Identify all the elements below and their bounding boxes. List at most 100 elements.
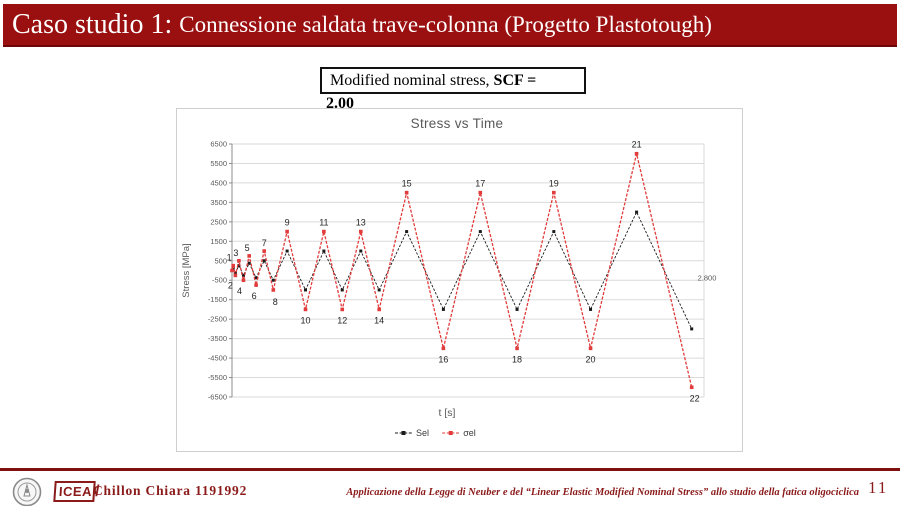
footer-author: Chillon Chiara 1191992 <box>93 483 248 498</box>
data-point-marker <box>515 346 519 351</box>
data-point-marker <box>634 151 639 156</box>
point-label: 8 <box>273 297 278 307</box>
x-tick-label: 2.800 <box>698 274 717 283</box>
stress-chart-svg: 6500 5500 4500 3500 2500 1500 500 -500 -1500 -250… <box>181 140 717 439</box>
point-label: 14 <box>374 315 384 325</box>
data-point-marker <box>285 249 289 253</box>
y-tick-label: 2500 <box>210 217 227 226</box>
slide-title-prefix: Caso studio 1: <box>12 8 180 40</box>
y-tick-label: -3500 <box>208 334 227 343</box>
data-point-marker <box>359 249 363 253</box>
point-label: 1 <box>227 253 232 263</box>
footer-thesis-title: Applicazione della Legge di Neuber e del… <box>346 487 859 498</box>
scf-annotation-text: Modified nominal stress, <box>330 72 494 89</box>
data-point-marker <box>441 346 446 351</box>
data-point-marker <box>271 278 275 282</box>
data-point-marker <box>237 258 241 263</box>
data-point-marker <box>635 210 639 214</box>
slide-title-bar: Caso studio 1: Connessione saldata trave… <box>3 4 897 47</box>
data-point-marker <box>478 190 483 195</box>
point-label: 11 <box>319 218 328 228</box>
point-label: 18 <box>512 354 522 364</box>
point-label: 3 <box>233 248 238 258</box>
data-point-marker <box>230 268 234 273</box>
y-tick-label: 5500 <box>210 159 227 168</box>
data-point-marker <box>262 259 266 263</box>
scf-annotation-box: Modified nominal stress, SCF = <box>320 67 586 94</box>
point-label: 7 <box>262 238 267 248</box>
data-point-marker <box>241 278 246 283</box>
point-label: 4 <box>237 286 242 296</box>
data-point-marker <box>303 288 307 292</box>
data-point-marker <box>689 385 694 390</box>
data-point-marker <box>552 190 556 195</box>
data-point-marker <box>322 249 326 253</box>
y-tick-label: -5500 <box>208 373 227 382</box>
point-label: 21 <box>632 140 642 150</box>
data-point-marker <box>231 263 235 268</box>
icea-logo: ICEA / <box>53 481 100 502</box>
icea-logo-slash: / <box>95 483 100 500</box>
point-label: 13 <box>356 218 366 228</box>
data-point-marker <box>404 190 409 195</box>
point-label: 22 <box>690 393 700 403</box>
stress-time-chart: 6500 5500 4500 3500 2500 1500 500 -500 -1500 -250… <box>176 108 743 452</box>
data-point-marker <box>340 288 344 292</box>
series-line-sigma-el <box>231 153 693 388</box>
data-point-marker <box>271 288 276 292</box>
point-label: 12 <box>337 315 347 325</box>
data-point-marker <box>377 307 381 312</box>
icea-logo-text: ICEA <box>53 481 96 502</box>
data-point-marker <box>254 276 258 280</box>
point-label: 5 <box>245 243 250 253</box>
data-point-marker <box>285 229 289 234</box>
data-point-marker <box>254 283 258 287</box>
legend-label: σel <box>463 428 476 438</box>
x-axis-title: t [s] <box>439 407 456 419</box>
y-tick-label: -500 <box>212 276 227 285</box>
y-tick-label: 500 <box>214 256 227 265</box>
y-tick-label: 6500 <box>210 140 227 149</box>
y-tick-label: -6500 <box>208 393 227 402</box>
point-label: 20 <box>586 354 596 364</box>
data-point-marker <box>478 230 482 234</box>
data-point-marker <box>552 230 556 234</box>
scf-annotation-scf-label: SCF = <box>493 72 537 89</box>
data-point-marker <box>589 307 593 311</box>
data-point-marker <box>233 271 237 275</box>
data-point-marker <box>241 273 245 277</box>
data-point-marker <box>441 307 445 311</box>
footer-divider <box>0 468 900 471</box>
university-seal-icon <box>12 477 42 506</box>
y-tick-label: -2500 <box>208 315 227 324</box>
point-label: 15 <box>402 179 412 189</box>
data-point-marker <box>247 261 251 265</box>
data-point-marker <box>588 346 593 351</box>
y-tick-label: -4500 <box>208 354 227 363</box>
data-point-marker <box>690 327 694 331</box>
point-label: 16 <box>438 354 448 364</box>
point-label: 6 <box>252 291 257 301</box>
footer-page-number: 11 <box>868 478 889 497</box>
y-tick-label: 1500 <box>210 237 227 246</box>
data-point-marker <box>262 249 266 253</box>
legend-marker <box>401 431 406 435</box>
legend-label: Sel <box>416 428 429 438</box>
slide-title-text: Connessione saldata trave-colonna (Proge… <box>179 11 712 37</box>
data-point-marker <box>247 254 251 258</box>
chart-title: Stress vs Time <box>410 116 504 131</box>
data-point-marker <box>237 264 241 268</box>
data-point-marker <box>515 307 519 311</box>
scf-value: 2.00 <box>326 95 354 112</box>
data-point-marker <box>377 288 381 292</box>
point-label: 19 <box>549 179 559 189</box>
data-point-marker <box>340 307 345 312</box>
data-point-marker <box>233 273 238 278</box>
data-point-marker <box>405 230 409 234</box>
point-label: 17 <box>475 179 485 189</box>
legend-marker <box>448 431 453 435</box>
point-label: 2 <box>228 280 233 290</box>
y-tick-label: 4500 <box>210 178 227 187</box>
point-label: 9 <box>285 218 290 228</box>
